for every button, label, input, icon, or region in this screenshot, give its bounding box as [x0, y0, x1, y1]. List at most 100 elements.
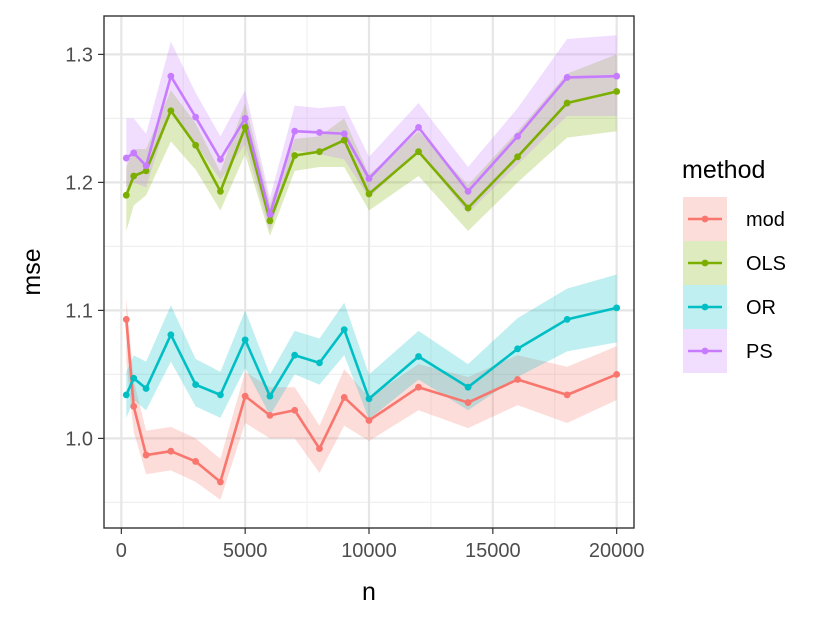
- data-point-PS: [514, 132, 521, 140]
- plot-panel: [103, 15, 635, 529]
- legend-label-PS: PS: [746, 341, 773, 363]
- y-tick-label: 1.2: [65, 172, 93, 194]
- data-point-OR: [415, 353, 422, 360]
- data-point-OR: [241, 336, 249, 344]
- data-point-PS: [365, 175, 373, 182]
- data-point-OR: [142, 385, 150, 392]
- y-tick-label: 1.1: [65, 300, 93, 322]
- data-point-OLS: [563, 99, 571, 107]
- data-point-PS: [241, 115, 249, 122]
- legend-label-mod: mod: [746, 209, 785, 231]
- legend-item-OLS: OLS: [683, 241, 786, 285]
- data-point-OLS: [415, 148, 422, 156]
- data-point-mod: [613, 371, 621, 378]
- x-tick-label: 10000: [341, 540, 397, 562]
- data-point-PS: [613, 72, 621, 80]
- data-point-OR: [340, 326, 348, 333]
- data-point-OR: [316, 359, 323, 367]
- data-point-mod: [192, 458, 200, 465]
- data-point-mod: [122, 315, 130, 323]
- data-point-mod: [142, 451, 150, 459]
- data-point-OLS: [266, 217, 274, 225]
- legend: method mod OLS OR PS: [682, 156, 786, 373]
- data-point-PS: [464, 187, 472, 195]
- data-point-OLS: [291, 152, 299, 159]
- y-axis-title: mse: [18, 248, 46, 295]
- data-point-mod: [514, 376, 521, 383]
- legend-label-OLS: OLS: [746, 253, 786, 275]
- legend-point-OR: [701, 303, 709, 311]
- ribbon-OLS: [126, 54, 617, 237]
- data-point-mod: [291, 406, 299, 414]
- ribbon-OR: [126, 274, 617, 420]
- y-tick-label: 1.0: [65, 428, 93, 450]
- data-point-mod: [167, 447, 175, 455]
- x-tick-label: 0: [116, 540, 127, 562]
- data-point-PS: [340, 130, 348, 138]
- data-point-OLS: [340, 136, 348, 144]
- data-point-mod: [415, 383, 422, 391]
- data-point-OR: [365, 395, 373, 403]
- data-point-PS: [130, 149, 138, 157]
- legend-point-mod: [701, 215, 709, 223]
- data-point-OLS: [192, 141, 200, 149]
- data-point-OLS: [142, 167, 150, 175]
- grid-major: [104, 16, 634, 528]
- data-point-mod: [340, 394, 348, 401]
- legend-title: method: [682, 156, 765, 184]
- data-point-PS: [192, 113, 200, 121]
- data-point-OLS: [365, 190, 373, 198]
- data-point-OR: [167, 331, 175, 339]
- data-point-OLS: [130, 172, 138, 180]
- data-point-OLS: [514, 153, 521, 161]
- data-point-mod: [217, 478, 224, 486]
- y-axis: 1.0 1.1 1.2 1.3: [65, 44, 104, 450]
- legend-item-OR: OR: [683, 285, 776, 329]
- legend-label-OR: OR: [746, 297, 776, 319]
- data-point-mod: [266, 411, 274, 419]
- data-point-OLS: [241, 123, 249, 131]
- data-point-PS: [142, 162, 150, 170]
- x-axis: 0 5000 10000 15000 20000: [116, 528, 645, 562]
- data-point-OR: [464, 383, 472, 391]
- data-point-PS: [217, 155, 224, 163]
- data-point-OLS: [464, 204, 472, 212]
- data-point-OR: [563, 315, 571, 323]
- legend-point-PS: [701, 347, 709, 355]
- data-point-OR: [122, 391, 130, 399]
- x-tick-label: 15000: [465, 540, 521, 562]
- data-point-mod: [563, 391, 571, 399]
- data-point-mod: [464, 399, 472, 406]
- data-point-OR: [192, 381, 200, 389]
- data-point-OR: [130, 374, 138, 382]
- x-tick-label: 20000: [589, 540, 645, 562]
- data-point-mod: [241, 392, 249, 400]
- data-point-OR: [613, 304, 621, 312]
- data-point-PS: [167, 72, 175, 80]
- data-point-OR: [217, 391, 224, 399]
- data-point-OLS: [167, 107, 175, 115]
- data-point-OLS: [217, 187, 224, 195]
- data-point-OR: [266, 392, 274, 400]
- data-point-PS: [415, 123, 422, 131]
- legend-items: mod OLS OR PS: [683, 197, 786, 373]
- data-point-PS: [316, 129, 323, 136]
- data-point-PS: [563, 74, 571, 81]
- legend-item-PS: PS: [683, 329, 773, 373]
- data-point-mod: [130, 403, 138, 410]
- data-point-PS: [291, 127, 299, 135]
- data-point-OLS: [613, 88, 621, 95]
- y-tick-label: 1.3: [65, 44, 93, 66]
- legend-item-mod: mod: [683, 197, 785, 241]
- data-point-OR: [291, 351, 299, 359]
- points: [122, 72, 621, 486]
- data-point-OR: [514, 345, 521, 353]
- data-point-mod: [316, 445, 323, 453]
- data-point-PS: [122, 154, 130, 162]
- data-point-PS: [266, 211, 274, 218]
- x-axis-title: n: [362, 578, 376, 606]
- data-point-OLS: [122, 191, 130, 199]
- legend-point-OLS: [701, 259, 709, 267]
- data-point-mod: [365, 417, 373, 424]
